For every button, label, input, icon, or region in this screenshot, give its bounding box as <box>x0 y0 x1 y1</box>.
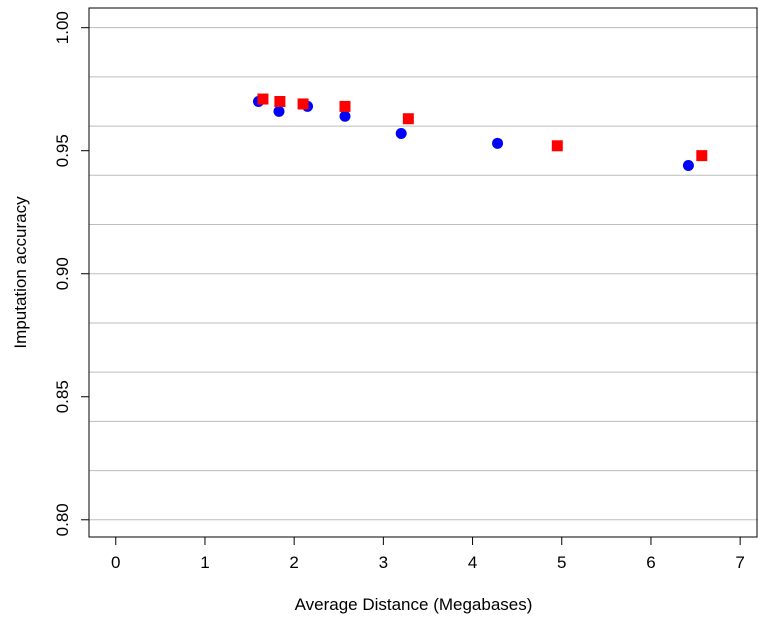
x-tick-label: 1 <box>200 553 209 572</box>
data-point-square <box>297 98 309 110</box>
data-point-square <box>696 150 708 162</box>
y-tick-label: 1.00 <box>53 11 72 44</box>
x-axis: 0 1 2 3 4 5 6 7 <box>111 537 745 572</box>
data-point-square <box>339 100 351 112</box>
x-axis-label: Average Distance (Megabases) <box>295 595 533 614</box>
data-point-square <box>551 140 563 152</box>
data-points <box>252 93 708 171</box>
data-point-circle <box>682 159 694 171</box>
grid <box>89 27 758 521</box>
x-tick-label: 0 <box>111 553 120 572</box>
data-point-square <box>257 93 269 105</box>
y-tick-label: 0.95 <box>53 134 72 167</box>
data-point-circle <box>395 127 407 139</box>
data-point-circle <box>339 110 351 122</box>
y-tick-label: 0.85 <box>53 380 72 413</box>
x-tick-label: 3 <box>379 553 388 572</box>
x-tick-label: 2 <box>289 553 298 572</box>
x-tick-label: 7 <box>735 553 744 572</box>
x-tick-label: 6 <box>646 553 655 572</box>
data-point-square <box>402 113 414 125</box>
data-point-circle <box>273 105 285 117</box>
y-axis: 0.80 0.85 0.90 0.95 1.00 <box>53 11 89 536</box>
plot-frame <box>88 7 758 538</box>
y-tick-label: 0.90 <box>53 257 72 290</box>
data-point-circle <box>492 137 504 149</box>
data-point-square <box>274 95 286 107</box>
x-tick-label: 5 <box>557 553 566 572</box>
y-tick-label: 0.80 <box>53 503 72 536</box>
y-axis-label: Imputation accuracy <box>11 196 30 349</box>
x-tick-label: 4 <box>468 553 477 572</box>
